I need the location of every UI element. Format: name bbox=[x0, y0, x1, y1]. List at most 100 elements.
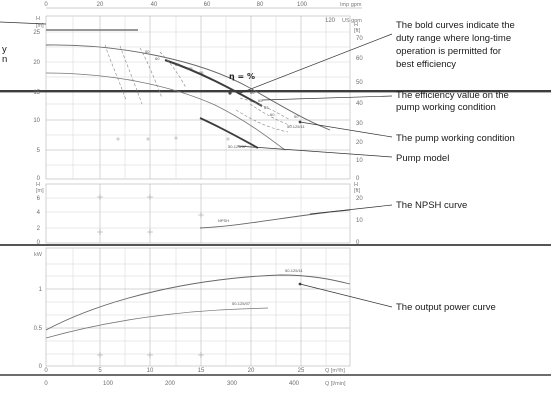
eff-label-63: 63 bbox=[175, 62, 180, 67]
model-label-right: 50-125/11 bbox=[287, 124, 305, 129]
npsh-cross-marks bbox=[97, 194, 204, 235]
npsh-left-tick-4: 4 bbox=[37, 210, 41, 216]
model-label-bottom: 50-125/07 bbox=[228, 144, 247, 149]
npsh-grid bbox=[46, 184, 350, 243]
eff-right-63: 63 bbox=[264, 105, 269, 110]
npsh-unit-right: H bbox=[354, 182, 358, 188]
leader-lines bbox=[0, 21, 393, 308]
head-unit-right-ft: [ft] bbox=[354, 28, 361, 34]
leader-pump-model bbox=[237, 145, 393, 158]
eff-label-60: 60 bbox=[155, 56, 160, 61]
head-unit-left: H bbox=[36, 16, 40, 22]
q-tick-0: 0 bbox=[44, 368, 48, 374]
power-tick-05: 0.5 bbox=[34, 326, 43, 332]
npsh-panel: H [m] 6 4 2 0 H [ft] 20 10 0 NPSH bbox=[0, 182, 551, 246]
npsh-unit-left-m: [m] bbox=[36, 188, 44, 194]
eta-symbol: η = % bbox=[229, 72, 255, 81]
q-tick-25: 25 bbox=[298, 368, 305, 374]
top-tick-20: 20 bbox=[97, 2, 104, 8]
head-right-tick-60: 60 bbox=[356, 56, 363, 62]
npsh-right-tick-20: 20 bbox=[356, 196, 363, 202]
efficiency-curves bbox=[104, 44, 293, 133]
npsh-right-tick-10: 10 bbox=[356, 218, 363, 224]
eff-point-label: 66 bbox=[250, 90, 255, 95]
power-grid bbox=[46, 248, 350, 366]
annotation-efficiency: The efficiency value on the pump working… bbox=[396, 90, 511, 113]
power-cross-marks bbox=[97, 352, 204, 358]
lmin-tick-300: 300 bbox=[227, 381, 238, 387]
eff-right-65: 65 bbox=[258, 98, 263, 103]
lmin-tick-0: 0 bbox=[44, 381, 48, 387]
npsh-label: NPSH bbox=[218, 218, 229, 223]
q-tick-15: 15 bbox=[198, 368, 205, 374]
eff-label-65: 65 bbox=[188, 66, 193, 71]
leader-efficiency bbox=[261, 95, 393, 101]
npsh-left-tick-6: 6 bbox=[37, 196, 41, 202]
q-unit: Q [m³/h] bbox=[325, 368, 345, 374]
power-label-lower: 50-125/07 bbox=[232, 301, 251, 306]
leader-working-condition bbox=[299, 121, 393, 138]
top-tick-120: 120 bbox=[325, 18, 336, 24]
eff-label-66: 66 bbox=[199, 70, 204, 75]
top-axis: 0 20 40 60 80 100 120 US gpm Imp gpm bbox=[44, 2, 362, 24]
bottom-axis: 0 5 10 15 20 25 Q [m³/h] 0 100 200 300 4… bbox=[0, 368, 551, 387]
head-unit-left-m: [m] bbox=[36, 23, 44, 29]
power-panel: kW 1 0.5 0 50-125/11 50-125/07 bbox=[34, 247, 351, 370]
lmin-tick-100: 100 bbox=[103, 381, 114, 387]
head-right-tick-0: 0 bbox=[356, 176, 360, 182]
annotation-npsh: The NPSH curve bbox=[396, 200, 467, 211]
annotation-left-cut-2: n bbox=[2, 54, 7, 65]
top-tick-60: 60 bbox=[204, 2, 211, 8]
q-tick-5: 5 bbox=[98, 368, 102, 374]
npsh-left-tick-0: 0 bbox=[37, 240, 41, 246]
top-tick-80: 80 bbox=[257, 2, 264, 8]
head-left-tick-15: 15 bbox=[33, 90, 40, 96]
top-axis-unit-imp: Imp gpm bbox=[340, 2, 362, 8]
duty-range-upper bbox=[164, 59, 263, 107]
power-tick-0: 0 bbox=[39, 364, 43, 370]
q-tick-10: 10 bbox=[147, 368, 154, 374]
head-panel: H [m] 25 20 15 10 5 0 H [ft] 70 60 50 40… bbox=[0, 15, 551, 182]
head-right-tick-50: 50 bbox=[356, 80, 363, 86]
leader-npsh bbox=[309, 204, 393, 215]
head-left-tick-10: 10 bbox=[33, 118, 40, 124]
head-right-tick-20: 20 bbox=[356, 140, 363, 146]
lmin-unit: Q [l/min] bbox=[325, 381, 346, 387]
power-curve-large bbox=[45, 274, 351, 331]
power-tick-1: 1 bbox=[39, 287, 43, 293]
head-grid-horizontal bbox=[46, 31, 350, 166]
head-left-tick-20: 20 bbox=[33, 60, 40, 66]
power-curve-small bbox=[45, 307, 269, 339]
eff-right-50: 50 bbox=[294, 114, 299, 119]
duty-range-lower bbox=[199, 117, 259, 149]
leader-bold-curves bbox=[237, 33, 393, 95]
reference-band bbox=[0, 90, 551, 93]
npsh-right-tick-0: 0 bbox=[356, 240, 360, 246]
head-curve-large bbox=[45, 44, 331, 131]
npsh-unit-right-ft: [ft] bbox=[354, 188, 361, 194]
lmin-tick-200: 200 bbox=[165, 381, 176, 387]
head-left-tick-5: 5 bbox=[37, 148, 41, 154]
head-grid-vertical bbox=[72, 16, 327, 179]
npsh-left-tick-2: 2 bbox=[37, 226, 41, 232]
annotation-left-cut-1: y bbox=[2, 44, 7, 55]
leader-power bbox=[299, 283, 393, 308]
annotation-pump-model: Pump model bbox=[396, 153, 449, 164]
head-unit-right: H bbox=[354, 22, 358, 28]
eff-label-50: 50 bbox=[145, 49, 150, 54]
head-left-tick-25: 25 bbox=[33, 30, 40, 36]
head-cross-marks bbox=[116, 136, 230, 141]
head-left-tick-0: 0 bbox=[37, 176, 41, 182]
top-tick-40: 40 bbox=[151, 2, 158, 8]
head-right-tick-70: 70 bbox=[356, 36, 363, 42]
head-right-tick-40: 40 bbox=[356, 101, 363, 107]
power-label-upper: 50-125/11 bbox=[285, 268, 303, 273]
head-right-tick-10: 10 bbox=[356, 158, 363, 164]
power-unit: kW bbox=[34, 252, 43, 258]
eff-right-60: 60 bbox=[270, 112, 275, 117]
lmin-tick-400: 400 bbox=[289, 381, 300, 387]
head-curve-small bbox=[45, 72, 286, 151]
working-point-marker bbox=[228, 91, 232, 95]
